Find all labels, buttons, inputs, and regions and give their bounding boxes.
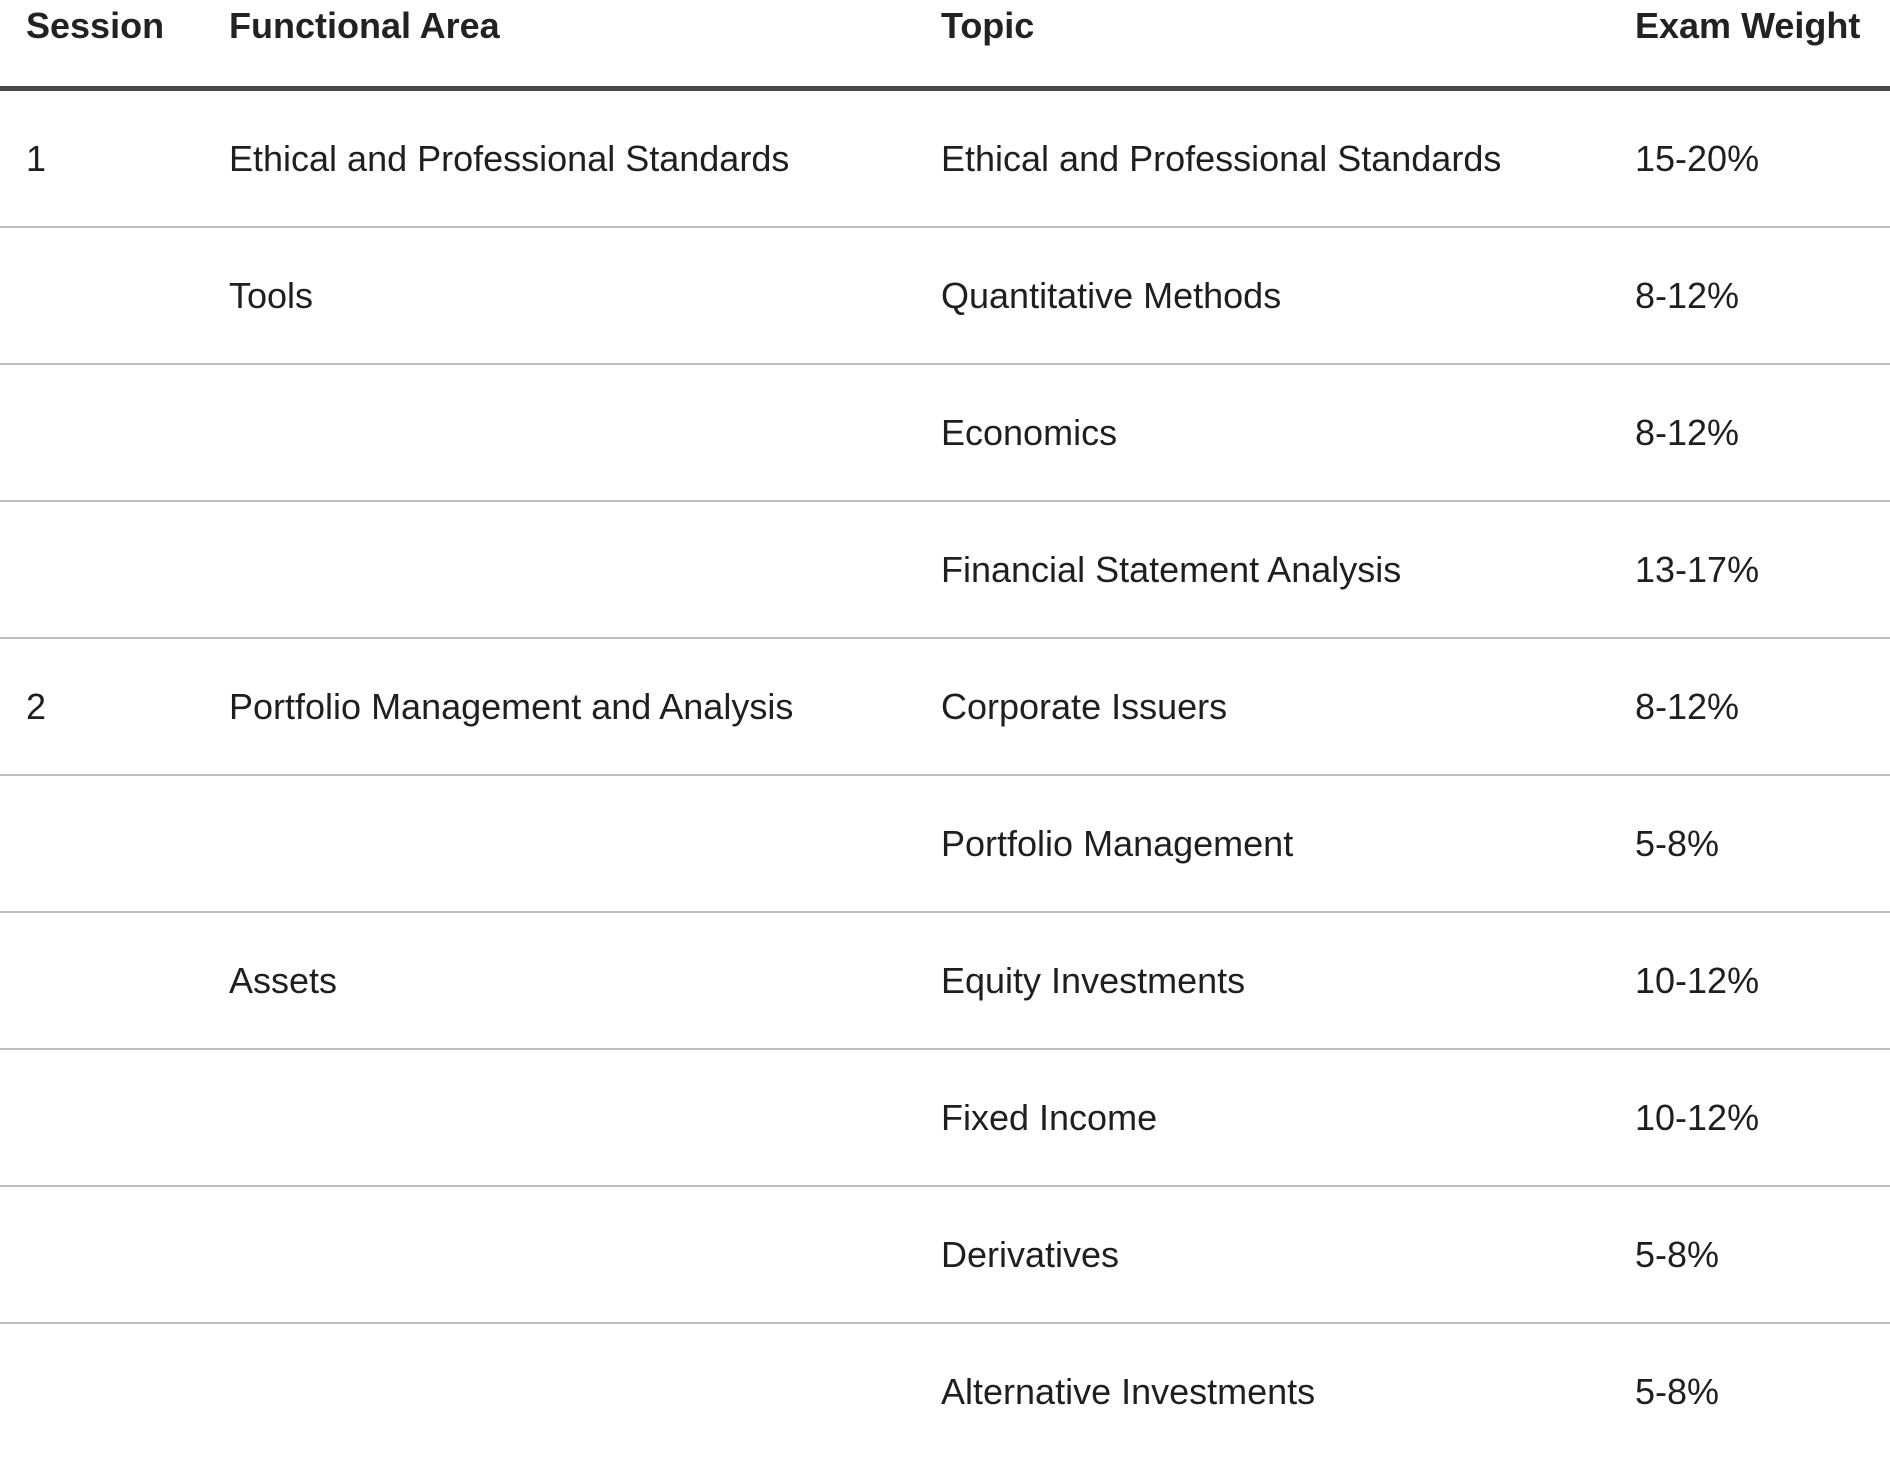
cell-functional-area: Tools	[229, 227, 941, 364]
table-header: Session Functional Area Topic Exam Weigh…	[0, 0, 1890, 89]
cell-functional-area: Assets	[229, 912, 941, 1049]
cell-session: 1	[0, 89, 229, 228]
cell-topic: Ethical and Professional Standards	[941, 89, 1635, 228]
header-topic: Topic	[941, 0, 1635, 89]
cell-topic: Corporate Issuers	[941, 638, 1635, 775]
cell-session	[0, 227, 229, 364]
cell-exam-weight: 5-8%	[1635, 1323, 1890, 1459]
cell-functional-area: Portfolio Management and Analysis	[229, 638, 941, 775]
table-row: Fixed Income 10-12%	[0, 1049, 1890, 1186]
table-row: Tools Quantitative Methods 8-12%	[0, 227, 1890, 364]
table-row: 2 Portfolio Management and Analysis Corp…	[0, 638, 1890, 775]
cell-exam-weight: 5-8%	[1635, 775, 1890, 912]
cell-session	[0, 775, 229, 912]
cell-session	[0, 501, 229, 638]
cell-exam-weight: 10-12%	[1635, 912, 1890, 1049]
cell-topic: Quantitative Methods	[941, 227, 1635, 364]
cell-exam-weight: 5-8%	[1635, 1186, 1890, 1323]
cell-topic: Derivatives	[941, 1186, 1635, 1323]
cell-exam-weight: 8-12%	[1635, 364, 1890, 501]
cell-topic: Economics	[941, 364, 1635, 501]
table-body: 1 Ethical and Professional Standards Eth…	[0, 89, 1890, 1459]
cell-session	[0, 364, 229, 501]
cell-exam-weight: 13-17%	[1635, 501, 1890, 638]
cell-topic: Fixed Income	[941, 1049, 1635, 1186]
cell-session: 2	[0, 638, 229, 775]
table-row: Assets Equity Investments 10-12%	[0, 912, 1890, 1049]
cell-exam-weight: 10-12%	[1635, 1049, 1890, 1186]
cell-session	[0, 1186, 229, 1323]
cell-exam-weight: 8-12%	[1635, 227, 1890, 364]
table-row: Derivatives 5-8%	[0, 1186, 1890, 1323]
cell-functional-area	[229, 1323, 941, 1459]
cell-functional-area	[229, 1186, 941, 1323]
cell-topic: Alternative Investments	[941, 1323, 1635, 1459]
cell-functional-area	[229, 364, 941, 501]
table-row: 1 Ethical and Professional Standards Eth…	[0, 89, 1890, 228]
header-row: Session Functional Area Topic Exam Weigh…	[0, 0, 1890, 89]
cell-functional-area: Ethical and Professional Standards	[229, 89, 941, 228]
cell-topic: Equity Investments	[941, 912, 1635, 1049]
table-row: Alternative Investments 5-8%	[0, 1323, 1890, 1459]
table-row: Economics 8-12%	[0, 364, 1890, 501]
header-exam-weight: Exam Weight	[1635, 0, 1890, 89]
cell-functional-area	[229, 1049, 941, 1186]
table-row: Portfolio Management 5-8%	[0, 775, 1890, 912]
cell-session	[0, 1049, 229, 1186]
cell-session	[0, 1323, 229, 1459]
header-functional-area: Functional Area	[229, 0, 941, 89]
table-row: Financial Statement Analysis 13-17%	[0, 501, 1890, 638]
cell-functional-area	[229, 501, 941, 638]
cell-topic: Financial Statement Analysis	[941, 501, 1635, 638]
cell-exam-weight: 15-20%	[1635, 89, 1890, 228]
cell-session	[0, 912, 229, 1049]
cell-functional-area	[229, 775, 941, 912]
header-session: Session	[0, 0, 229, 89]
cell-exam-weight: 8-12%	[1635, 638, 1890, 775]
cell-topic: Portfolio Management	[941, 775, 1635, 912]
